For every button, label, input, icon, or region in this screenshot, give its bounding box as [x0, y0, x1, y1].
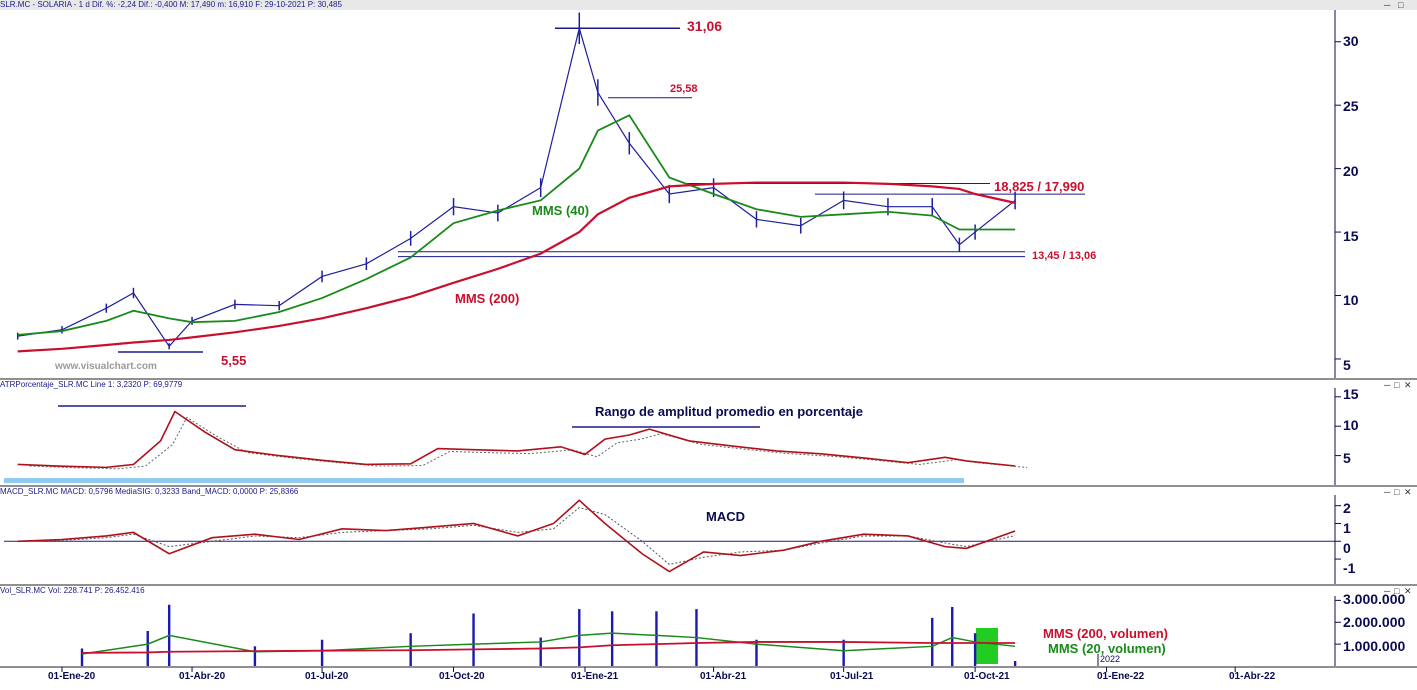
- atr-line: [17, 410, 1016, 469]
- price-line: [17, 25, 1016, 348]
- price-tick: 30: [1343, 33, 1359, 49]
- price-tick: 20: [1343, 163, 1359, 179]
- volume-bar: [610, 611, 614, 666]
- x-tick: 01-Oct-20: [439, 671, 485, 682]
- price-tick: 15: [1343, 228, 1359, 244]
- volume-highlight-box: [976, 628, 998, 664]
- minimize-icon[interactable]: ─: [1384, 380, 1391, 390]
- x-tick: 01-Ene-21: [571, 671, 619, 682]
- vol-mms20-label: MMS (20, volumen): [1048, 641, 1166, 656]
- x-tick: 01-Abr-22: [1229, 671, 1276, 682]
- vol-tick: 1.000.000: [1343, 638, 1406, 654]
- minimize-icon[interactable]: ─: [1384, 0, 1391, 10]
- vol-mms20-line: [81, 632, 1016, 655]
- mms40-label: MMS (40): [532, 203, 590, 218]
- volume-bar: [655, 611, 658, 666]
- atr-panel-header: ATRPorcentaje_SLR.MC Line 1: 3,2320 P: 6…: [0, 380, 183, 389]
- minimize-icon[interactable]: ─: [1384, 586, 1391, 596]
- vol-tick: 3.000.000: [1343, 591, 1406, 607]
- atr-title: Rango de amplitud promedio en porcentaje: [595, 404, 863, 419]
- resistance-label: 18,825 / 17,990: [994, 179, 1085, 194]
- volume-bar: [578, 609, 581, 666]
- support-label: 13,45 / 13,06: [1032, 250, 1097, 262]
- year-marker: 2022: [1100, 654, 1121, 664]
- atr-tick: 5: [1343, 450, 1351, 466]
- close-icon[interactable]: ✕: [1404, 380, 1412, 390]
- maximize-icon[interactable]: □: [1394, 487, 1400, 497]
- volume-bar: [1013, 660, 1017, 666]
- price-panel-header: SLR.MC - SOLARIA - 1 d Dif. %: -2,24 Dif…: [0, 0, 1417, 10]
- volume-bar: [842, 639, 845, 666]
- x-tick: 01-Oct-21: [964, 671, 1010, 682]
- price-tick: 10: [1343, 292, 1359, 308]
- atr-baseline-band: [4, 478, 964, 484]
- high-level-label: 31,06: [687, 18, 723, 34]
- macd-tick: 1: [1343, 520, 1351, 536]
- volume-bar: [951, 606, 954, 666]
- maximize-icon[interactable]: □: [1394, 586, 1400, 596]
- volume-bar: [320, 639, 324, 666]
- watermark: www.visualchart.com: [55, 361, 157, 372]
- mms200-line: [17, 181, 1016, 353]
- low-level-label: 5,55: [221, 353, 247, 368]
- close-icon[interactable]: ✕: [1404, 487, 1412, 497]
- volume-bar: [973, 633, 977, 666]
- x-tick: 01-Ene-22: [1097, 671, 1145, 682]
- volume-bar: [146, 631, 149, 666]
- macd-tick: -1: [1343, 560, 1356, 576]
- x-tick: 01-Abr-20: [179, 671, 226, 682]
- x-tick: 01-Abr-21: [700, 671, 747, 682]
- macd-tick: 2: [1343, 500, 1351, 516]
- atr-tick: 15: [1343, 386, 1359, 402]
- midhigh-level-label: 25,58: [670, 83, 698, 95]
- vol-mms200-line: [81, 641, 1016, 654]
- x-tick: 01-Jul-20: [305, 671, 349, 682]
- macd-line: [17, 499, 1016, 573]
- mms40-line: [17, 114, 1016, 336]
- maximize-icon[interactable]: □: [1394, 380, 1400, 390]
- mms200-label: MMS (200): [455, 291, 520, 306]
- volume-bar: [931, 617, 934, 666]
- macd-signal-line: [17, 506, 1016, 565]
- vol-mms200-label: MMS (200, volumen): [1043, 626, 1168, 641]
- maximize-icon[interactable]: □: [1398, 0, 1404, 10]
- volume-bar: [755, 639, 758, 666]
- macd-panel-header: MACD_SLR.MC MACD: 0,5796 MediaSIG: 0,323…: [0, 487, 299, 496]
- vol-tick: 2.000.000: [1343, 614, 1406, 630]
- volume-bar: [80, 648, 84, 666]
- atr-tick: 10: [1343, 417, 1359, 433]
- x-tick: 01-Jul-21: [830, 671, 874, 682]
- close-icon[interactable]: ✕: [1404, 586, 1412, 596]
- price-tick: 5: [1343, 357, 1351, 373]
- minimize-icon[interactable]: ─: [1384, 487, 1391, 497]
- volume-bar: [539, 637, 542, 666]
- vol-panel-header: Vol_SLR.MC Vol: 228.741 P: 26.452.416: [0, 586, 145, 595]
- price-tick: 25: [1343, 98, 1359, 114]
- macd-title: MACD: [706, 509, 745, 524]
- x-tick: 01-Ene-20: [48, 671, 96, 682]
- volume-bar: [472, 613, 475, 666]
- volume-bar: [253, 646, 257, 666]
- atr-signal-line: [29, 416, 1028, 470]
- macd-tick: 0: [1343, 540, 1351, 556]
